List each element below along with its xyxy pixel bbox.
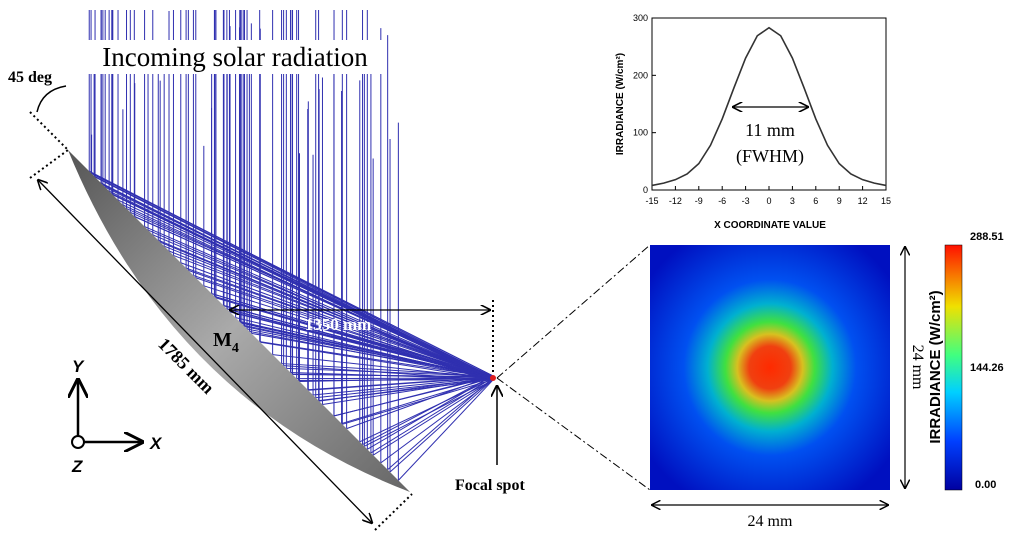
ray	[397, 379, 494, 481]
line-series	[651, 26, 887, 187]
dotted-line	[29, 111, 69, 151]
line-chart: X COORDINATE VALUE IRRADIANCE (W/cm²) -1…	[615, 13, 891, 231]
axis-label: X	[149, 434, 163, 453]
colorbar-label: 0.00	[975, 479, 996, 491]
x-tick-label: 6	[813, 196, 818, 206]
x-tick-label: 12	[858, 196, 868, 206]
incoming-label: Incoming solar radiation	[102, 42, 368, 72]
colorbar	[944, 244, 963, 491]
ray	[372, 378, 494, 456]
axis-label: Z	[71, 457, 83, 476]
label-bg	[84, 40, 386, 74]
ray	[364, 378, 496, 447]
annotation: 11 mm	[745, 120, 795, 140]
dotted-line	[29, 149, 69, 179]
ray	[389, 378, 495, 473]
heatmap	[650, 245, 890, 490]
y-tick-label: 300	[633, 13, 648, 23]
focal-spot	[490, 375, 496, 381]
x-tick-label: -9	[695, 196, 703, 206]
x-tick-label: -6	[718, 196, 726, 206]
x-tick-label: -12	[669, 196, 682, 206]
zoom-line	[496, 377, 651, 491]
colorbar-label: 144.26	[970, 362, 1004, 374]
angle-arc	[36, 85, 67, 113]
x-tick-label: 9	[837, 196, 842, 206]
ray	[370, 376, 495, 454]
colorbar-title: IRRADIANCE (W/cm²)	[927, 290, 944, 443]
x-tick-label: -3	[742, 196, 750, 206]
axes-icon: Y X Z	[71, 357, 163, 476]
colorbar-label: 288.51	[970, 231, 1004, 243]
x-tick-label: -15	[645, 196, 658, 206]
mirror-label: M4	[213, 329, 239, 356]
x-tick-label: 15	[881, 196, 891, 206]
mirror-label-sub: 4	[232, 341, 239, 356]
y-tick-label: 0	[643, 185, 648, 195]
focal-label: Focal spot	[455, 477, 525, 494]
map-height-label: 24 mm	[909, 345, 926, 390]
distance-label: 1350 mm	[305, 315, 372, 334]
axis-label: Y	[72, 357, 85, 376]
y-tick-label: 100	[633, 128, 648, 138]
ray	[362, 376, 492, 445]
x-tick-label: 3	[790, 196, 795, 206]
map-width-label: 24 mm	[748, 513, 793, 530]
angle-label: 45 deg	[8, 69, 52, 86]
axis-origin	[71, 435, 85, 449]
annotation: (FWHM)	[736, 146, 804, 167]
y-axis-title: IRRADIANCE (W/cm²)	[615, 53, 626, 155]
y-tick-label: 200	[633, 70, 648, 80]
x-axis-title: X COORDINATE VALUE	[714, 220, 826, 231]
zoom-line	[496, 244, 651, 379]
dimension-arrow	[38, 180, 372, 523]
ray	[387, 378, 492, 471]
x-tick-label: 0	[766, 196, 771, 206]
dotted-line	[374, 493, 413, 531]
mirror-label-main: M	[213, 329, 232, 351]
